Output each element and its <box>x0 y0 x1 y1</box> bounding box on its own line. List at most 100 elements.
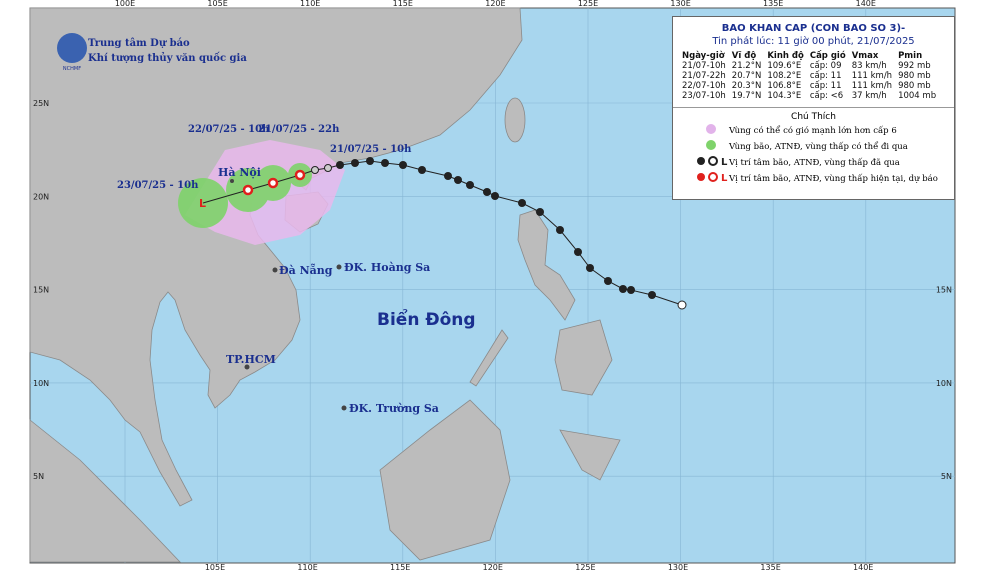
island-label: ĐK. Trường Sa <box>349 402 439 415</box>
org-name: Trung tâm Dự báo <box>88 38 190 49</box>
table-cell: 22/07-10h <box>682 81 726 91</box>
table-cell: 106.8°E <box>767 81 802 91</box>
table-cell: 21/07-10h <box>682 61 726 71</box>
bottom-label: 105E <box>205 563 225 572</box>
bottom-label: 125E <box>575 563 595 572</box>
table-cell: 104.3°E <box>767 91 802 101</box>
city-label: TP.HCM <box>226 353 276 366</box>
top-label: 135E <box>763 0 783 8</box>
table-cell: 21.2°N <box>731 61 762 71</box>
table-cell: 980 mb <box>898 81 931 91</box>
legend-symbol: L <box>697 172 728 184</box>
top-label: 115E <box>393 0 413 8</box>
top-label: 110E <box>300 0 320 8</box>
time-label: 21/07/25 - 10h <box>330 144 412 155</box>
legend-symbol <box>706 140 716 150</box>
column-header: Pmin <box>898 51 923 61</box>
info-box: BAO KHAN CAP (CON BAO SO 3)- Tin phát lú… <box>672 16 955 200</box>
table-cell: 20.3°N <box>731 81 762 91</box>
legend-icon: L <box>693 171 729 186</box>
left-label: 5N <box>33 472 44 481</box>
cities <box>230 179 347 411</box>
legend-text: Vùng có thể có gió mạnh lớn hơn cấp 6 <box>729 125 897 136</box>
org-name: Khí tượng thủy văn quốc gia <box>88 52 247 64</box>
legend-text: Vùng bão, ATNĐ, vùng thấp có thể đi qua <box>729 141 908 152</box>
legend-icon <box>693 123 729 138</box>
table-cell: 21/07-22h <box>682 71 726 81</box>
bottom-label: 120E <box>483 563 503 572</box>
left-label: 20N <box>33 192 49 201</box>
table-cell: 19.7°N <box>731 91 762 101</box>
low-positions <box>311 164 687 310</box>
table-cell: 109.6°E <box>767 61 802 71</box>
legend-text: Vị trí tâm bão, ATNĐ, vùng thấp hiện tại… <box>729 173 938 184</box>
island-label: ĐK. Hoàng Sa <box>344 261 430 274</box>
column-header: Kinh độ <box>767 51 804 61</box>
svg-text:L: L <box>721 157 728 167</box>
top-label: 105E <box>207 0 227 8</box>
table-cell: 37 km/h <box>851 91 887 101</box>
sea-label: Biển Đông <box>377 308 476 330</box>
legend-item: L Vị trí tâm bão, ATNĐ, vùng thấp hiện tạ… <box>693 171 954 186</box>
column-header: Cấp gió <box>809 51 846 61</box>
bottom-label: 130E <box>668 563 688 572</box>
legend-item: L Vị trí tâm bão, ATNĐ, vùng thấp đã qua <box>693 155 954 170</box>
table-cell: cấp: 09 <box>809 61 842 71</box>
legend-item: Vùng bão, ATNĐ, vùng thấp có thể đi qua <box>693 139 954 154</box>
table-cell: 20.7°N <box>731 71 762 81</box>
info-subtitle: Tin phát lúc: 11 giờ 00 phút, 21/07/2025 <box>712 36 915 47</box>
logo <box>57 33 87 63</box>
top-label: 140E <box>856 0 876 8</box>
legend-symbol: L <box>697 156 728 168</box>
legend-icon: L <box>693 155 729 170</box>
bottom-label: 140E <box>853 563 873 572</box>
right-label: 15N <box>936 286 952 295</box>
table-cell: 83 km/h <box>851 61 887 71</box>
table-cell: 111 km/h <box>851 81 893 91</box>
table-cell: 992 mb <box>898 61 931 71</box>
past-positions <box>336 157 656 299</box>
column-header: Vĩ độ <box>731 51 757 61</box>
right-label: 10N <box>936 379 952 388</box>
info-title: BAO KHAN CAP (CON BAO SO 3)- <box>721 23 906 34</box>
legend-text: Vị trí tâm bão, ATNĐ, vùng thấp đã qua <box>729 157 900 168</box>
bottom-label: 115E <box>390 563 410 572</box>
table-cell: 1004 mb <box>898 91 937 101</box>
land <box>29 7 621 563</box>
city-label: Hà Nội <box>218 166 261 179</box>
left-label: 10N <box>33 379 49 388</box>
top-label: 120E <box>485 0 505 8</box>
table-cell: 980 mb <box>898 71 931 81</box>
legend: Vùng có thể có gió mạnh lớn hơn cấp 6 Vùn… <box>673 123 954 186</box>
table-cell: cấp: 11 <box>809 71 842 81</box>
legend-item: Vùng có thể có gió mạnh lớn hơn cấp 6 <box>693 123 954 138</box>
column-header: Vmax <box>851 51 879 61</box>
time-label: 23/07/25 - 10h <box>117 180 199 191</box>
table-row: 21/07-10h 21.2°N 109.6°E cấp: 09 83 km/h 992 … <box>679 61 939 71</box>
table-cell: 108.2°E <box>767 71 802 81</box>
forecast-positions <box>242 169 306 196</box>
time-label: 22/07/25 - 10h <box>188 124 270 135</box>
bottom-label: 110E <box>297 563 317 572</box>
logo-text: NCHMF <box>63 66 81 72</box>
top-label: 125E <box>578 0 598 8</box>
table-row: 22/07-10h 20.3°N 106.8°E cấp: 11 111 km/h 980… <box>679 81 939 91</box>
table-cell: cấp: <6 <box>809 91 844 101</box>
table-cell: cấp: 11 <box>809 81 842 91</box>
left-label: 25N <box>33 99 49 108</box>
left-label: 15N <box>33 286 49 295</box>
table-cell: 111 km/h <box>851 71 893 81</box>
legend-title: Chú Thích <box>673 107 954 122</box>
low-symbol: L <box>199 197 206 210</box>
forecast-table: Ngày-giờ Vĩ độ Kinh độ Cấp gió Vmax Pmin 21/07… <box>679 51 939 101</box>
column-header: Ngày-giờ <box>682 51 725 61</box>
svg-text:L: L <box>721 173 728 183</box>
time-label: 21/07/25 - 22h <box>258 124 340 135</box>
legend-icon <box>693 139 729 154</box>
top-label: 100E <box>115 0 135 8</box>
table-row: 23/07-10h 19.7°N 104.3°E cấp: <6 37 km/h 1004… <box>679 91 939 101</box>
legend-symbol <box>706 124 716 134</box>
city-label: Đà Nẵng <box>279 264 333 277</box>
bottom-label: 135E <box>760 563 780 572</box>
